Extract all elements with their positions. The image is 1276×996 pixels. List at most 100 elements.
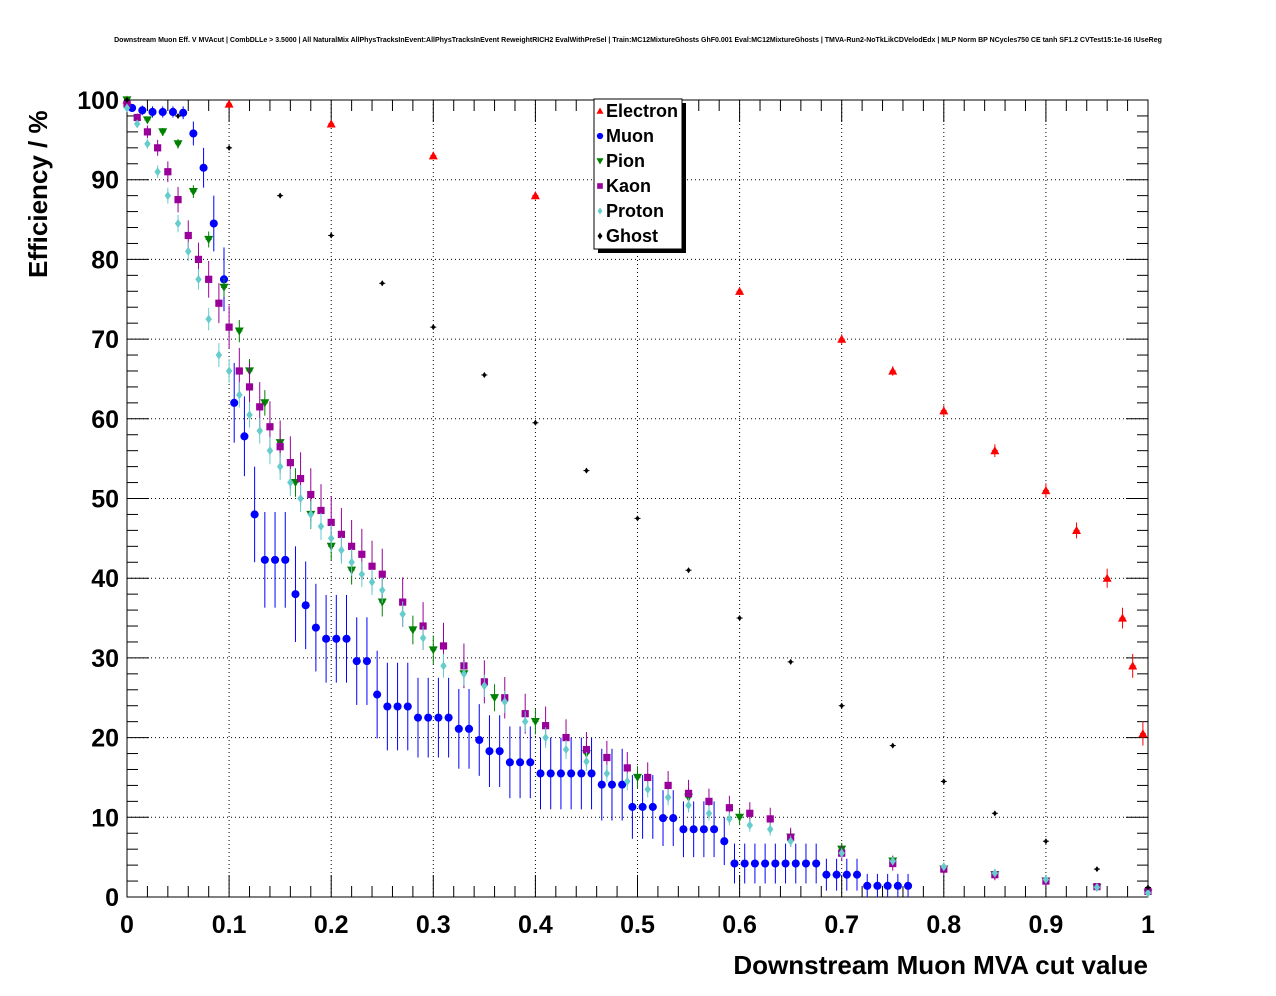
- muon-point: [720, 837, 729, 846]
- ghost-point: [431, 324, 436, 331]
- proton-point: [297, 494, 304, 503]
- axis-ticks: 0 0.1 0.2 0.3 0.4 0.5 0.6 0.7 0.8 0.9 101020304050…: [77, 87, 1155, 939]
- ghost-point: [839, 702, 844, 709]
- x-tick-label: 0.6: [722, 911, 757, 939]
- proton-point: [624, 776, 631, 786]
- legend-box: [593, 98, 683, 250]
- legend-label-pion: Pion: [606, 151, 645, 171]
- pion-point: [158, 128, 168, 137]
- pion-point: [408, 626, 418, 635]
- proton-point: [256, 426, 263, 436]
- kaon-point: [225, 323, 233, 331]
- electron-point: [1041, 486, 1051, 495]
- muon-point: [761, 859, 770, 868]
- muon-point: [444, 713, 453, 722]
- muon-point: [750, 859, 759, 868]
- pion-point: [260, 399, 270, 408]
- muon-point: [842, 870, 851, 879]
- x-tick-label: 1: [1141, 911, 1155, 939]
- x-tick-label: 0.9: [1029, 911, 1064, 939]
- kaon-point: [327, 518, 335, 527]
- muon-point: [516, 758, 525, 767]
- muon-point: [373, 690, 382, 699]
- muon-point: [270, 555, 280, 564]
- ghost-point: [124, 97, 130, 103]
- ghost-point: [380, 280, 385, 287]
- pion-point: [188, 188, 198, 197]
- electron-point: [1117, 613, 1127, 622]
- proton-point: [460, 669, 468, 679]
- proton-point: [481, 681, 488, 691]
- muon-point: [791, 859, 800, 868]
- electron-point: [326, 119, 336, 128]
- proton-point: [991, 868, 998, 878]
- proton-point: [644, 784, 651, 794]
- muon-point: [526, 758, 535, 767]
- pion-point: [530, 718, 540, 727]
- proton-point: [174, 219, 182, 229]
- y-tick-label: 0: [105, 884, 119, 912]
- muon-point: [740, 859, 749, 868]
- muon-point: [342, 634, 351, 643]
- kaon-point: [215, 299, 223, 307]
- ghost-point: [890, 742, 895, 749]
- chart-title: Downstream Muon Eff. V MVAcut | CombDLLe…: [114, 37, 1162, 44]
- proton-point: [185, 246, 192, 256]
- series-ghost: [124, 97, 1151, 891]
- muon-point: [904, 881, 913, 890]
- muon-point: [852, 870, 862, 879]
- muon-point: [454, 724, 463, 733]
- muon-point: [812, 859, 821, 868]
- y-tick-label: 40: [91, 565, 119, 593]
- legend-marker-kaon: [597, 183, 603, 189]
- proton-point: [767, 824, 774, 834]
- proton-point: [307, 509, 314, 519]
- legend-marker-pion: [596, 158, 604, 165]
- kaon-point: [256, 403, 264, 411]
- muon-point: [618, 780, 627, 789]
- muon-point: [311, 623, 320, 632]
- ghost-point: [992, 810, 997, 817]
- muon-point: [832, 870, 841, 879]
- muon-point: [158, 107, 167, 117]
- x-tick-label: 0.5: [620, 911, 655, 939]
- x-tick-label: 0.8: [926, 911, 961, 939]
- proton-point: [358, 569, 365, 579]
- y-tick-label: 10: [91, 804, 119, 832]
- pion-point: [142, 116, 152, 125]
- ghost-point: [482, 371, 487, 378]
- proton-point: [562, 745, 570, 755]
- proton-point: [603, 768, 611, 778]
- x-tick-label: 0.7: [824, 911, 859, 939]
- kaon-point: [164, 168, 172, 176]
- kaon-point: [623, 764, 631, 772]
- x-tick-label: 0.4: [518, 911, 553, 939]
- proton-point: [164, 191, 171, 201]
- muon-point: [189, 129, 198, 138]
- series-muon: [128, 103, 913, 897]
- proton-point: [368, 577, 376, 587]
- proton-point: [236, 390, 243, 400]
- proton-point: [399, 609, 406, 619]
- muon-point: [893, 881, 902, 890]
- electron-point: [735, 286, 745, 295]
- proton-point: [348, 557, 355, 567]
- pion-point: [633, 773, 642, 782]
- kaon-point: [184, 231, 192, 240]
- muon-point: [393, 702, 402, 711]
- legend-marker-ghost: [597, 232, 603, 240]
- proton-point: [328, 533, 335, 543]
- kaon-point: [348, 542, 356, 550]
- proton-point: [246, 410, 253, 420]
- kaon-point: [766, 815, 774, 823]
- legend-marker-muon: [596, 132, 604, 140]
- kaon-point: [358, 550, 366, 558]
- muon-point: [138, 106, 147, 115]
- muon-point: [464, 724, 474, 733]
- x-tick-label: 0.1: [212, 911, 247, 939]
- proton-point: [522, 717, 529, 727]
- proton-point: [205, 314, 212, 324]
- kaon-point: [205, 275, 213, 283]
- proton-point: [889, 856, 896, 866]
- kaon-point: [368, 562, 376, 570]
